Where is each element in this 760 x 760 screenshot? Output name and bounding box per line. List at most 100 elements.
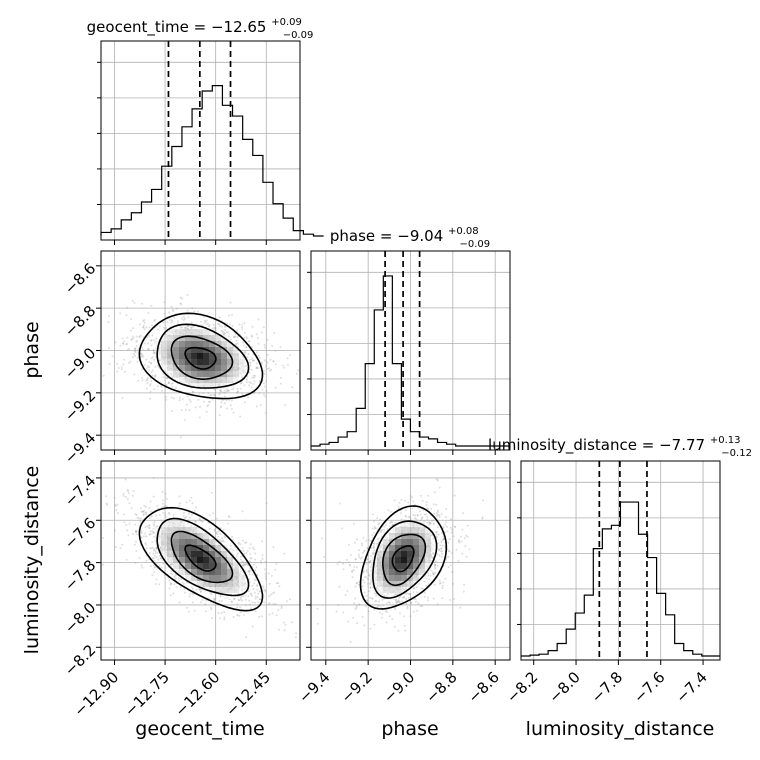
scatter-point: [119, 312, 122, 315]
scatter-point: [366, 577, 369, 580]
scatter-point: [435, 533, 438, 536]
panel-frame: [310, 250, 511, 451]
density-cell: [203, 581, 209, 587]
scatter-point: [142, 326, 145, 329]
scatter-point: [159, 557, 162, 560]
title-param: geocent_time: [87, 18, 189, 37]
scatter-point: [168, 311, 171, 314]
density-cell: [227, 557, 233, 563]
scatter-point: [156, 364, 159, 367]
density-cell: [179, 539, 185, 545]
density-cell: [227, 587, 233, 593]
scatter-point: [258, 615, 261, 618]
scatter-point: [105, 495, 107, 498]
y-axis-title-luminosity-distance: luminosity_distance: [21, 466, 43, 655]
scatter-point: [481, 516, 484, 519]
density-cell: [227, 377, 233, 383]
scatter-point: [199, 517, 201, 520]
density-cell: [179, 371, 185, 377]
scatter-point: [389, 522, 392, 524]
x-tick-label: −12.60: [172, 668, 224, 720]
scatter-point: [152, 349, 155, 352]
scatter-point: [149, 500, 152, 503]
scatter-point: [250, 594, 253, 597]
density-cell: [203, 329, 209, 335]
scatter-point: [254, 597, 257, 600]
scatter-point: [428, 521, 431, 524]
scatter-point: [380, 531, 383, 534]
scatter-point: [214, 329, 217, 332]
scatter-point: [214, 527, 217, 530]
scatter-point: [369, 582, 371, 585]
scatter-point: [182, 511, 185, 514]
scatter-point: [465, 555, 468, 558]
scatter-point: [241, 539, 244, 542]
scatter-point: [181, 297, 184, 300]
scatter-point: [191, 307, 194, 310]
scatter-point: [265, 577, 268, 580]
scatter-point: [236, 387, 239, 390]
scatter-point: [182, 315, 185, 318]
scatter-point: [432, 522, 435, 525]
scatter-point: [354, 597, 357, 600]
scatter-point: [269, 593, 272, 596]
scatter-point: [373, 592, 376, 595]
scatter-point: [223, 395, 226, 398]
scatter-point: [283, 621, 286, 624]
scatter-point: [435, 515, 438, 518]
scatter-point: [413, 587, 415, 590]
scatter-point: [146, 377, 149, 380]
scatter-point: [253, 548, 256, 551]
y-tick-label: −7.6: [61, 514, 99, 552]
scatter-point: [251, 584, 254, 587]
scatter-point: [153, 320, 156, 322]
scatter-point: [254, 558, 257, 561]
scatter-point: [283, 629, 286, 632]
scatter-point: [251, 345, 254, 348]
scatter-point: [186, 395, 189, 398]
density-cell: [203, 575, 209, 581]
scatter-point: [145, 535, 148, 538]
scatter-point: [388, 601, 391, 604]
scatter-point: [155, 578, 158, 581]
scatter-point: [447, 566, 450, 569]
scatter-point: [126, 488, 129, 491]
scatter-point: [369, 627, 372, 630]
scatter-point: [248, 581, 251, 583]
scatter-point: [148, 524, 151, 527]
scatter-point: [181, 317, 184, 320]
scatter-point: [441, 584, 444, 587]
density-cell: [173, 563, 179, 569]
scatter-panel-geocent_time-vs-phase: −9.4−9.2−9.0−8.8−8.6: [61, 250, 301, 467]
density-cell: [179, 341, 185, 347]
scatter-point: [255, 351, 258, 354]
scatter-point: [378, 600, 380, 603]
scatter-point: [137, 379, 140, 382]
scatter-point: [213, 394, 216, 397]
scatter-point: [221, 331, 224, 334]
scatter-point: [225, 399, 228, 402]
scatter-point: [150, 362, 153, 364]
density-cell: [215, 563, 221, 569]
title-median: −9.04: [397, 227, 443, 245]
scatter-point: [223, 333, 226, 336]
scatter-point: [272, 546, 275, 549]
scatter-point: [433, 564, 436, 567]
scatter-point: [253, 591, 256, 594]
density-cell: [167, 353, 173, 359]
density-cell: [179, 527, 185, 533]
scatter-point: [153, 388, 156, 391]
scatter-point: [403, 595, 406, 598]
scatter-point: [135, 550, 138, 552]
scatter-point: [429, 574, 432, 577]
scatter-point: [458, 541, 461, 544]
density-cell: [179, 377, 185, 383]
scatter-point: [133, 373, 136, 376]
scatter-point: [170, 570, 173, 573]
scatter-point: [240, 392, 243, 395]
scatter-point: [250, 368, 253, 371]
density-cell: [431, 539, 437, 545]
density-cell: [389, 587, 395, 593]
scatter-point: [388, 601, 390, 604]
scatter-point: [239, 596, 242, 599]
